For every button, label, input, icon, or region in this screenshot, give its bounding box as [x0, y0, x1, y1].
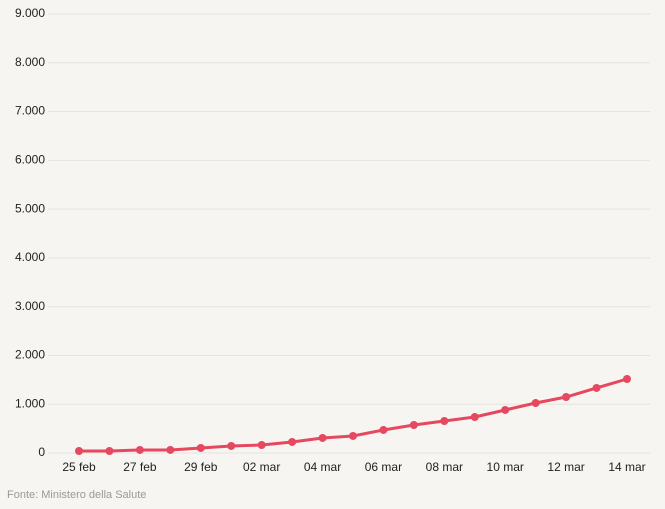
point — [562, 393, 571, 402]
point — [227, 441, 236, 450]
x-tick-label: 06 mar — [365, 460, 402, 474]
x-tick-label: 25 feb — [62, 460, 96, 474]
y-tick-label: 5.000 — [15, 201, 45, 215]
point — [409, 421, 418, 430]
point — [257, 441, 266, 450]
x-tick-label: 02 mar — [243, 460, 280, 474]
x-tick-label: 08 mar — [426, 460, 463, 474]
point — [349, 431, 357, 440]
source: Fonte: Ministero della Salute — [7, 489, 146, 501]
point — [440, 417, 449, 426]
point — [379, 425, 388, 434]
line — [79, 377, 628, 453]
point — [592, 383, 601, 392]
y-tick-label: 8.000 — [15, 55, 45, 69]
y-tick-label: 0 — [38, 445, 45, 459]
y-tick-label: 7.000 — [15, 104, 45, 118]
y-tick-label: 4.000 — [15, 250, 45, 264]
point — [166, 445, 175, 454]
x-tick-label: 14 mar — [608, 460, 645, 474]
y-tick-label: 2.000 — [15, 348, 45, 362]
point — [75, 447, 83, 456]
point — [196, 443, 205, 452]
point — [531, 399, 540, 408]
y-tick-label: 1.000 — [15, 396, 45, 410]
x-tick-label: 29 feb — [184, 460, 218, 474]
x-tick-label: 27 feb — [123, 460, 157, 474]
point — [135, 445, 144, 454]
point — [288, 437, 297, 446]
x-tick-label: 04 mar — [304, 460, 341, 474]
y-tick-label: 6.000 — [15, 153, 45, 167]
point — [318, 433, 327, 442]
point — [623, 375, 631, 384]
point — [501, 405, 510, 414]
x-tick-label: 12 mar — [547, 460, 584, 474]
x-tick-label: 10 mar — [487, 460, 524, 474]
point — [105, 447, 114, 456]
point — [470, 413, 479, 422]
y-tick-label: 9.000 — [15, 6, 45, 20]
y-tick-label: 3.000 — [15, 299, 45, 313]
